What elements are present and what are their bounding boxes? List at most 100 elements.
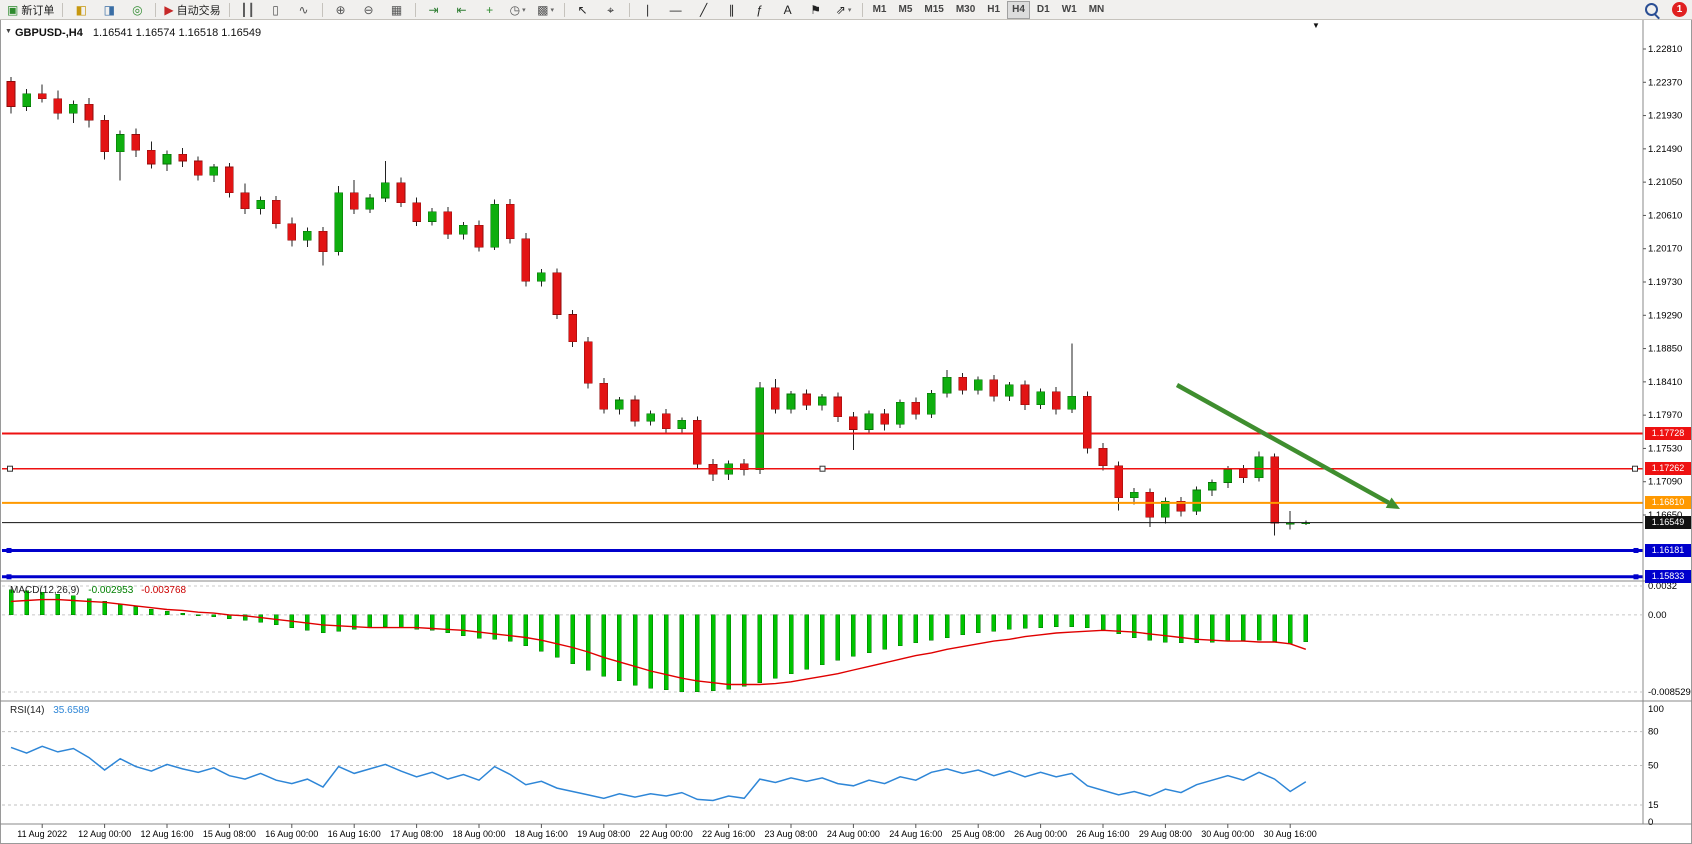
bar-chart-button[interactable]: ┃┃ bbox=[235, 0, 261, 20]
price-axis[interactable] bbox=[1644, 20, 1692, 824]
trendline-button[interactable]: ╱ bbox=[691, 0, 717, 20]
svg-text:22 Aug 16:00: 22 Aug 16:00 bbox=[702, 829, 755, 839]
search-icon[interactable] bbox=[1645, 3, 1658, 16]
timeframe-m1-button[interactable]: M1 bbox=[872, 4, 887, 15]
toolbar-separator bbox=[62, 2, 64, 17]
indicators-button[interactable]: + bbox=[477, 0, 503, 20]
svg-text:16 Aug 00:00: 16 Aug 00:00 bbox=[265, 829, 318, 839]
periods-icon: ◷ bbox=[509, 2, 521, 17]
line-chart-button[interactable]: ∿ bbox=[291, 0, 317, 20]
svg-text:15: 15 bbox=[1648, 800, 1659, 811]
tile-windows-button[interactable]: ▦ bbox=[384, 0, 410, 20]
auto-scroll-button[interactable]: ⇥ bbox=[421, 0, 447, 20]
timeframe-h4-button[interactable]: H4 bbox=[1007, 0, 1030, 19]
periods-button[interactable]: ◷ ▾ bbox=[505, 0, 531, 20]
macd-signal-line bbox=[10, 598, 1307, 686]
macd-signal-value: -0.003768 bbox=[141, 585, 187, 596]
data-window-button[interactable]: ◨ bbox=[96, 0, 122, 20]
toolbar-separator bbox=[628, 2, 630, 17]
svg-text:1.20170: 1.20170 bbox=[1648, 244, 1682, 255]
horizontal-line-icon: ― bbox=[669, 2, 682, 17]
svg-text:22 Aug 00:00: 22 Aug 00:00 bbox=[640, 829, 693, 839]
zoom-in-button[interactable]: ⊕ bbox=[328, 0, 354, 20]
chart-ohlc-values: 1.16541 1.16574 1.16518 1.16549 bbox=[92, 27, 262, 39]
arrows-button[interactable]: ⇗ ▾ bbox=[831, 0, 857, 20]
arrows-dropdown-icon[interactable]: ▾ bbox=[847, 6, 852, 14]
autotrading-label: 自动交易 bbox=[176, 4, 221, 17]
timeframe-d1-button[interactable]: D1 bbox=[1036, 4, 1050, 15]
toolbar-separator bbox=[414, 2, 416, 17]
autotrading-button[interactable]: ▶ 自动交易 bbox=[161, 0, 223, 20]
svg-text:29 Aug 08:00: 29 Aug 08:00 bbox=[1139, 829, 1192, 839]
trend-arrow[interactable] bbox=[1175, 383, 1390, 505]
text-button[interactable]: A bbox=[775, 0, 801, 20]
svg-text:1.16650: 1.16650 bbox=[1648, 510, 1682, 521]
timeframe-m30-button[interactable]: M30 bbox=[955, 4, 976, 15]
timeframe-m5-button[interactable]: M5 bbox=[898, 4, 913, 15]
time-axis[interactable] bbox=[0, 824, 1643, 844]
svg-text:50: 50 bbox=[1648, 761, 1659, 772]
text-label-icon: ⚑ bbox=[810, 2, 821, 17]
horizontal-line-button[interactable]: ― bbox=[663, 0, 689, 20]
svg-text:100: 100 bbox=[1648, 704, 1664, 715]
templates-button[interactable]: ▩ ▾ bbox=[533, 0, 559, 20]
arrows-icon: ⇗ bbox=[835, 2, 846, 17]
cursor-icon: ↖ bbox=[577, 2, 588, 17]
timeframe-mn-button[interactable]: MN bbox=[1088, 4, 1105, 15]
line-chart-icon: ∿ bbox=[298, 2, 309, 17]
text-label-button[interactable]: ⚑ bbox=[803, 0, 829, 20]
navigator-button[interactable]: ◎ bbox=[124, 0, 150, 20]
data-window-icon: ◨ bbox=[103, 2, 116, 17]
timeframe-m15-button[interactable]: M15 bbox=[924, 4, 944, 15]
svg-text:1.22810: 1.22810 bbox=[1648, 44, 1682, 55]
navigator-icon: ◎ bbox=[132, 2, 143, 17]
market-watch-button[interactable]: ◧ bbox=[68, 0, 94, 20]
macd-name: MACD(12,26,9) bbox=[10, 585, 80, 596]
price-tag-1.16181: 1.16181 bbox=[1645, 544, 1691, 557]
price-tag-1.16810: 1.16810 bbox=[1645, 496, 1691, 509]
crosshair-button[interactable]: ⌖ bbox=[598, 0, 624, 20]
fibonacci-button[interactable]: ƒ bbox=[747, 0, 773, 20]
indicators-icon: + bbox=[486, 2, 494, 17]
svg-text:0.0032: 0.0032 bbox=[1648, 581, 1677, 592]
zoom-out-button[interactable]: ⊖ bbox=[356, 0, 382, 20]
chart-shift-marker[interactable]: ▼ bbox=[1312, 21, 1320, 30]
cursor-button[interactable]: ↖ bbox=[570, 0, 596, 20]
auto-scroll-icon: ⇥ bbox=[428, 2, 439, 17]
candlestick-chart-button[interactable]: ▯ bbox=[263, 0, 289, 20]
rsi-line bbox=[10, 745, 1307, 802]
toolbar-separator bbox=[861, 2, 863, 17]
svg-text:12 Aug 00:00: 12 Aug 00:00 bbox=[78, 829, 131, 839]
periods-dropdown-icon[interactable]: ▾ bbox=[522, 6, 526, 14]
svg-text:30 Aug 16:00: 30 Aug 16:00 bbox=[1264, 829, 1317, 839]
svg-text:1.21050: 1.21050 bbox=[1648, 177, 1682, 188]
equidistant-channel-button[interactable]: ∥ bbox=[719, 0, 745, 20]
svg-text:1.21490: 1.21490 bbox=[1648, 144, 1682, 155]
rsi-name: RSI(14) bbox=[10, 705, 45, 716]
timeframe-h1-button[interactable]: H1 bbox=[987, 4, 1001, 15]
svg-text:24 Aug 00:00: 24 Aug 00:00 bbox=[827, 829, 880, 839]
one-click-trading-arrow[interactable]: ▼ bbox=[5, 28, 12, 35]
rsi-indicator-label: RSI(14) 35.6589 bbox=[10, 705, 89, 716]
svg-text:1.17090: 1.17090 bbox=[1648, 477, 1682, 488]
toolbar-separator bbox=[228, 2, 230, 17]
timeframe-w1-button[interactable]: W1 bbox=[1061, 4, 1077, 15]
trend-arrow-head bbox=[1385, 497, 1400, 509]
chart-shift-icon: ⇤ bbox=[456, 2, 467, 17]
main-toolbar: ▣ 新订单 ◧ ◨ ◎ ▶ 自动交易 ┃┃ ▯ ∿ ⊕ ⊖ ▦ ⇥ ⇤ + ◷ ▾ ▩ ▾ ↖ ⌖ ∣ ― ╱ ∥ ƒ A ⚑ ⇗ ▾ M1 M… bbox=[0, 0, 1692, 20]
zoom-in-icon: ⊕ bbox=[335, 2, 346, 17]
svg-text:18 Aug 16:00: 18 Aug 16:00 bbox=[515, 829, 568, 839]
zoom-out-icon: ⊖ bbox=[363, 2, 374, 17]
templates-dropdown-icon[interactable]: ▾ bbox=[550, 6, 554, 14]
tile-windows-icon: ▦ bbox=[390, 2, 403, 17]
vertical-line-button[interactable]: ∣ bbox=[635, 0, 661, 20]
new-order-button[interactable]: ▣ 新订单 bbox=[4, 0, 57, 20]
notification-badge[interactable]: 1 bbox=[1672, 2, 1687, 17]
price-tag-1.15833: 1.15833 bbox=[1645, 570, 1691, 583]
svg-text:1.22370: 1.22370 bbox=[1648, 77, 1682, 88]
chart-shift-button[interactable]: ⇤ bbox=[449, 0, 475, 20]
svg-text:1.19290: 1.19290 bbox=[1648, 310, 1682, 321]
macd-histogram bbox=[8, 589, 1309, 692]
